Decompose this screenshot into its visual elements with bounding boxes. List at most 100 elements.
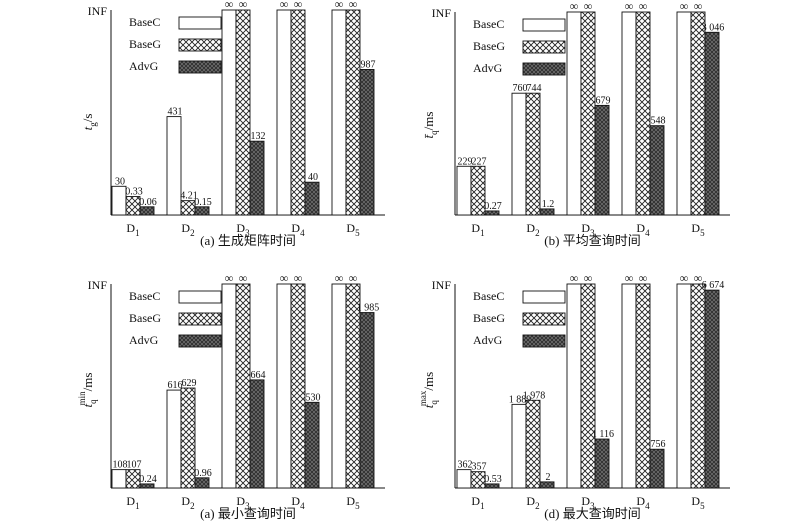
y-top-label-inf: INF: [88, 4, 108, 18]
bar-basec-d1: [111, 469, 127, 489]
panel-caption: (d) 最大查询时间: [544, 506, 640, 521]
legend-swatch-advg: [522, 62, 566, 76]
legend-swatch-advg: [178, 60, 222, 74]
y-top-label-inf: INF: [88, 278, 108, 292]
bar-basec-d5: [331, 283, 347, 489]
y-axis-label-main: t: [80, 126, 95, 130]
data-label-basec-d5: ∞: [335, 0, 344, 11]
y-axis-label-unit: /ms: [80, 373, 95, 392]
data-label-advg-d3: 679: [596, 95, 611, 106]
x-tick-label-d4: D4: [636, 494, 650, 511]
panel-caption: (b) 平均查询时间: [544, 233, 640, 248]
bar-basec-d1: [456, 165, 472, 216]
data-label-baseg-d1: 227: [472, 156, 487, 167]
y-axis-label-unit: /ms: [421, 372, 436, 391]
bar-advg-d5: [359, 68, 375, 216]
legend-label-basec: BaseC: [473, 17, 504, 31]
y-axis-label: tqmin/ms: [77, 373, 98, 408]
bar-advg-d4: [304, 181, 320, 216]
bar-baseg-d4: [290, 9, 306, 216]
y-axis-label-unit: /s: [80, 114, 95, 123]
legend-swatch-baseg: [522, 312, 566, 326]
data-label-advg-d1: 0.24: [139, 474, 157, 485]
bar-advg-d3: [594, 104, 610, 216]
x-tick-label-d3: D3: [236, 494, 250, 511]
bar-advg-d5: [704, 31, 720, 216]
bar-basec-d1: [456, 469, 472, 489]
data-label-basec-d1: 108: [113, 460, 128, 471]
bar-basec-d4: [276, 283, 292, 489]
bar-basec-d5: [331, 9, 347, 216]
legend-label-advg: AdvG: [129, 333, 159, 347]
y-axis-label-sub: q: [88, 399, 98, 404]
data-label-advg-d3: 132: [251, 131, 266, 142]
bar-baseg-d5: [690, 11, 706, 216]
legend-label-advg: AdvG: [129, 59, 159, 73]
legend-label-advg: AdvG: [473, 61, 503, 75]
data-label-baseg-d4: ∞: [294, 271, 303, 285]
data-label-advg-d4: 756: [651, 439, 666, 450]
x-tick-label-d1: D1: [126, 494, 139, 511]
data-label-advg-d2: 0.15: [194, 197, 212, 208]
y-axis-label-main: t: [80, 403, 95, 407]
legend-label-baseg: BaseG: [473, 39, 505, 53]
data-label-basec-d4: ∞: [625, 271, 634, 285]
bar-advg-d3: [249, 379, 265, 489]
bar-baseg-d5: [345, 9, 361, 216]
data-label-basec-d1: 362: [458, 460, 473, 471]
bar-baseg-d4: [635, 283, 651, 489]
data-label-baseg-d2: 1 978: [523, 390, 546, 401]
data-label-advg-d3: 664: [251, 370, 266, 381]
bar-advg-d3: [249, 140, 265, 216]
legend-label-advg: AdvG: [473, 333, 503, 347]
data-label-basec-d3: ∞: [225, 0, 234, 11]
legend-swatch-baseg: [178, 38, 222, 52]
legend-swatch-basec: [522, 290, 566, 304]
y-axis-label: t̄q/ms: [421, 112, 439, 139]
bar-basec-d1: [111, 185, 127, 216]
y-top-label-inf: INF: [432, 278, 452, 292]
data-label-basec-d3: ∞: [570, 0, 579, 13]
bar-baseg-d5: [345, 283, 361, 489]
bar-basec-d2: [511, 92, 527, 216]
bar-baseg-d3: [235, 9, 251, 216]
legend-swatch-advg: [178, 334, 222, 348]
data-label-basec-d4: ∞: [280, 271, 289, 285]
y-axis-label-main: t: [421, 404, 436, 408]
bar-advg-d4: [649, 125, 665, 216]
x-tick-label-d2: D2: [181, 494, 194, 511]
y-axis-label-main: t̄: [421, 133, 436, 138]
bar-advg-d4: [304, 401, 320, 489]
data-label-baseg-d4: ∞: [639, 0, 648, 13]
bar-advg-d5: [359, 312, 375, 489]
x-tick-label-d4: D4: [291, 221, 305, 238]
data-label-basec-d2: 431: [168, 107, 183, 118]
legend-label-basec: BaseC: [129, 289, 160, 303]
bar-baseg-d3: [235, 283, 251, 489]
data-label-baseg-d5: ∞: [349, 0, 358, 11]
bar-baseg-d2: [525, 92, 541, 216]
bar-basec-d2: [511, 403, 527, 489]
data-label-advg-d5: 3 046: [702, 22, 725, 33]
data-label-advg-d1: 0.06: [139, 197, 157, 208]
data-label-advg-d2: 1.2: [542, 199, 555, 210]
data-label-advg-d3: 1 116: [592, 429, 614, 440]
x-tick-label-d3: D3: [581, 494, 595, 511]
panel-caption: (a) 最小查询时间: [200, 506, 296, 521]
y-top-label-inf: INF: [432, 6, 452, 20]
bar-basec-d4: [621, 283, 637, 489]
bar-basec-d2: [166, 389, 182, 489]
legend-label-basec: BaseC: [473, 289, 504, 303]
y-axis-label: tqmax/ms: [418, 372, 439, 408]
panel-caption: (a) 生成矩阵时间: [200, 233, 296, 248]
bar-advg-d2: [539, 208, 555, 216]
bar-basec-d2: [166, 116, 182, 216]
bar-basec-d3: [566, 11, 582, 216]
bar-advg-d3: [594, 438, 610, 489]
bar-advg-d5: [704, 289, 720, 489]
data-label-basec-d3: ∞: [225, 271, 234, 285]
bar-baseg-d3: [580, 11, 596, 216]
x-tick-label-d2: D2: [526, 221, 539, 238]
y-axis-label-unit: /ms: [421, 112, 436, 131]
